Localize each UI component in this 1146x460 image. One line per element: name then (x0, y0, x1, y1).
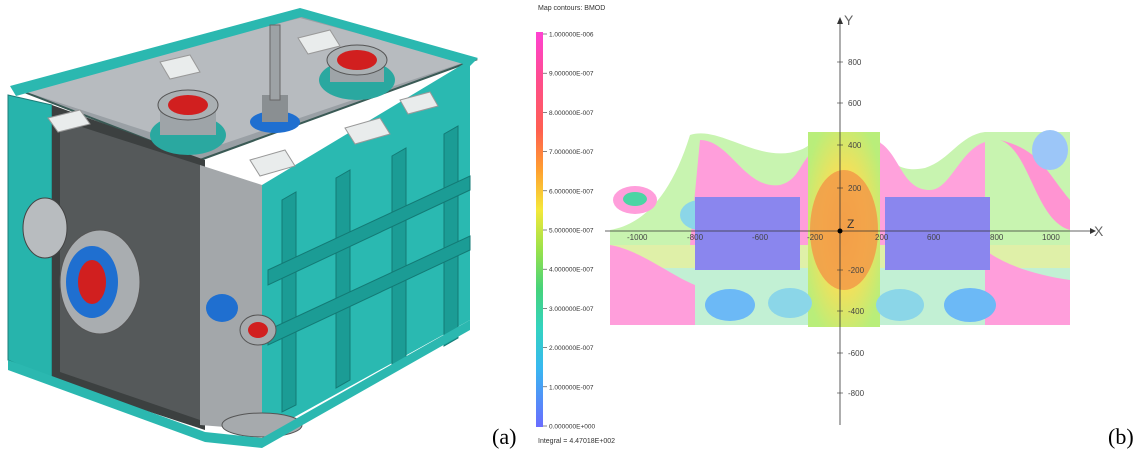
x-tick-label: -600 (752, 233, 769, 242)
x-tick-label: 600 (927, 233, 941, 242)
x-tick-label: 800 (990, 233, 1004, 242)
y-tick-label: -600 (848, 349, 865, 358)
scale-labels: 1.000000E-006 9.000000E-007 8.000000E-007 7… (543, 32, 595, 431)
x-tick-label: 1000 (1042, 233, 1060, 242)
z-axis-name: Z (847, 217, 854, 231)
y-tick-label: -200 (848, 266, 865, 275)
y-tick-label: 800 (848, 58, 862, 67)
scale-label: 5.000000E-007 (549, 228, 594, 235)
magnet-block-right (885, 197, 990, 270)
x-axis-name: X (1094, 223, 1104, 239)
caption-a: (a) (492, 424, 517, 449)
x-tick-label: 200 (875, 233, 889, 242)
y-tick-label: 200 (848, 184, 862, 193)
scale-label: 8.000000E-007 (549, 110, 594, 117)
scale-label: 4.000000E-007 (549, 267, 594, 274)
x-tick-labels: -1000 -800 -600 -200 200 600 800 1000 (627, 233, 1060, 242)
x-tick-label: -200 (807, 233, 824, 242)
contour-title: Map contours: BMOD (538, 5, 605, 12)
caption-b: (b) (1108, 424, 1134, 449)
cad-model-figure (0, 0, 480, 455)
y-tick-labels: 800 600 400 200 -200 -400 -600 -800 (837, 58, 865, 398)
axes (605, 20, 1090, 425)
origin-marker (837, 228, 843, 234)
x-tick-label: -1000 (627, 233, 648, 242)
scale-label: 6.000000E-007 (549, 188, 594, 195)
cad-model-illustration (7, 8, 479, 448)
x-tick-label: -800 (687, 233, 704, 242)
y-tick-label: -800 (848, 389, 865, 398)
contour-map: Map contours: BMOD 1.000000E-006 9.000000… (536, 5, 1104, 445)
scale-label: 0.000000E+000 (549, 424, 595, 431)
scale-label: 1.000000E-007 (549, 384, 594, 391)
y-tick-label: 400 (848, 141, 862, 150)
magnet-block-left (695, 197, 800, 270)
scale-label: 2.000000E-007 (549, 345, 594, 352)
scale-label: 1.000000E-006 (549, 32, 594, 39)
color-scale-bar (536, 32, 543, 427)
scale-label: 7.000000E-007 (549, 149, 594, 156)
scale-label: 3.000000E-007 (549, 306, 594, 313)
y-tick-label: -400 (848, 307, 865, 316)
integral-label: Integral = 4.47018E+002 (538, 438, 615, 445)
y-tick-label: 600 (848, 99, 862, 108)
scale-label: 9.000000E-007 (549, 71, 594, 78)
contour-map-figure: Map contours: BMOD 1.000000E-006 9.000000… (530, 0, 1110, 455)
y-axis-name: Y (844, 12, 854, 28)
